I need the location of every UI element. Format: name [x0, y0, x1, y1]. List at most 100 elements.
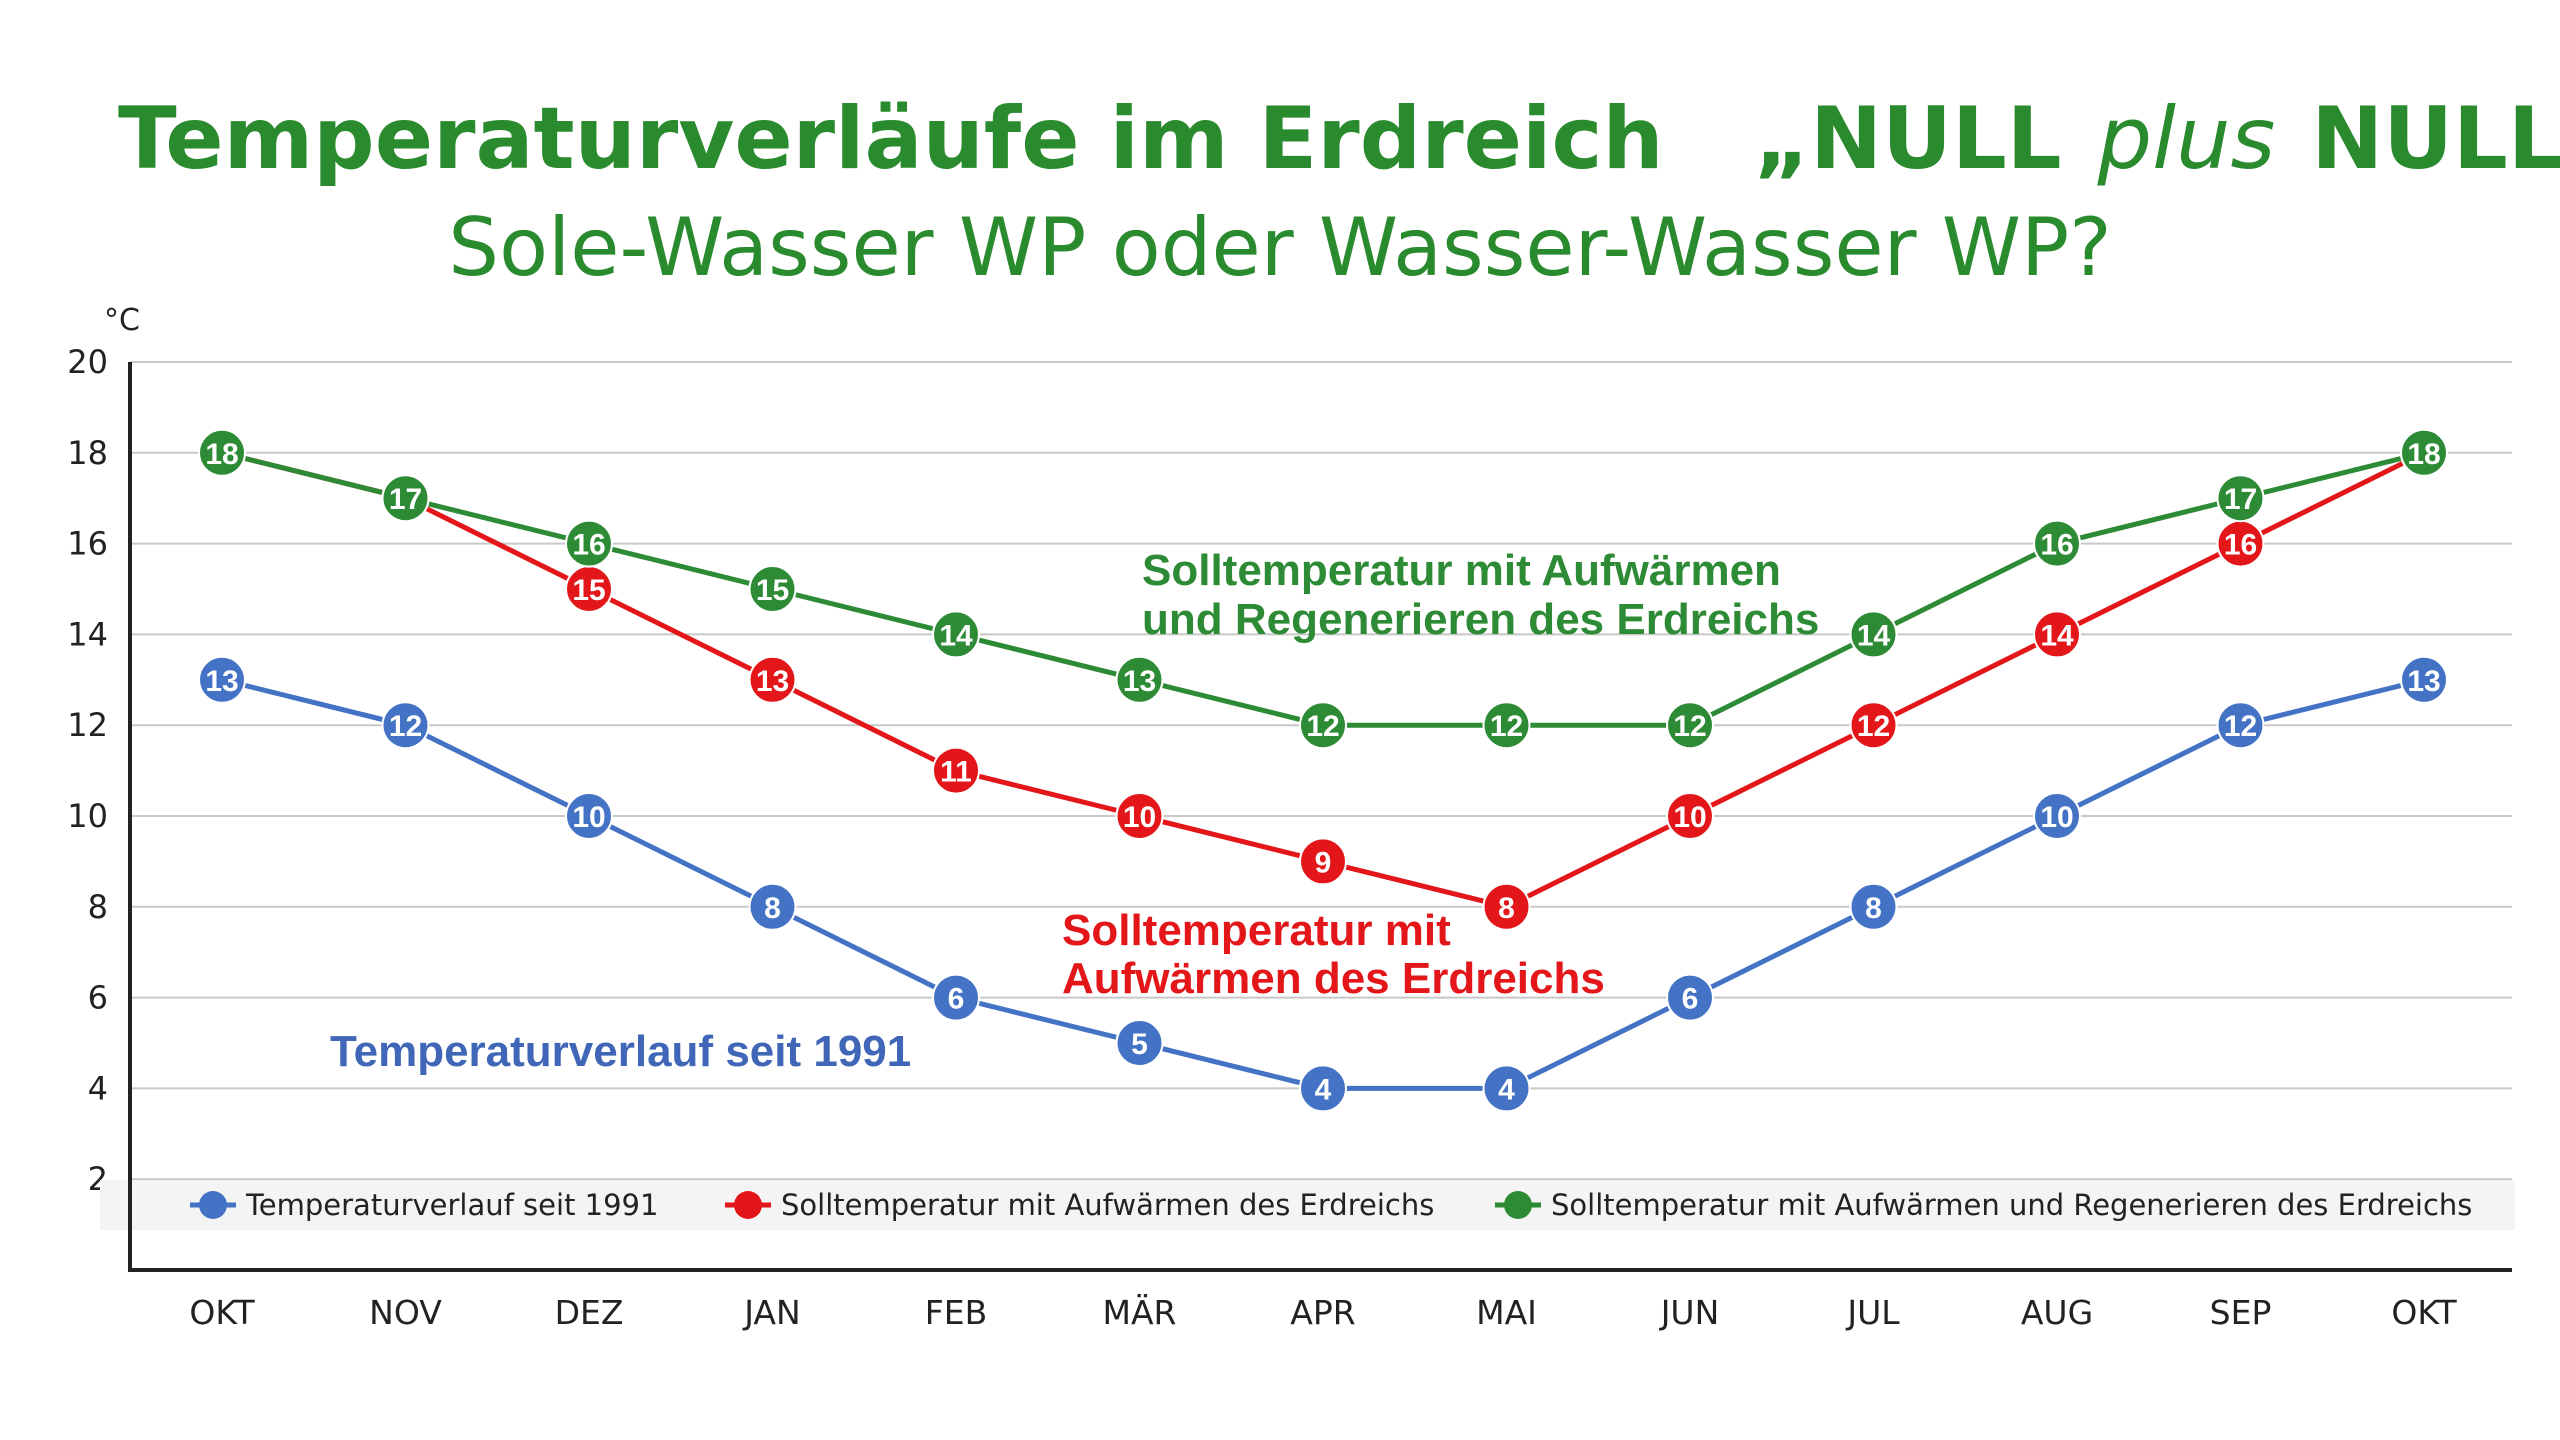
point-label-1-3: 13 — [756, 665, 789, 698]
legend-item-2: Solltemperatur mit Aufwärmen und Regener… — [1495, 1188, 2472, 1222]
x-tick-1: NOV — [369, 1293, 442, 1332]
point-label-2-12: 18 — [2407, 438, 2440, 471]
x-tick-11: SEP — [2210, 1293, 2272, 1332]
y-unit-label: °C — [104, 303, 140, 338]
legend: Temperaturverlauf seit 1991 Solltemperatu… — [190, 1188, 2472, 1222]
point-0-2 — [565, 792, 613, 840]
point-label-0-9: 8 — [1865, 892, 1882, 925]
annotation-red: Solltemperatur mit Aufwärmen des Erdreic… — [1062, 906, 1605, 1003]
point-2-11 — [2216, 474, 2265, 523]
point-label-0-12: 13 — [2407, 665, 2440, 698]
point-0-3 — [748, 882, 797, 931]
point-0-4 — [932, 973, 980, 1022]
x-tick-7: MAI — [1476, 1293, 1537, 1332]
y-tick-14: 14 — [67, 615, 108, 653]
annotation-red-line2: Aufwärmen des Erdreichs — [1062, 954, 1605, 1003]
point-label-0-8: 6 — [1682, 983, 1699, 1016]
y-tick-16: 16 — [67, 525, 108, 563]
point-2-10 — [2033, 519, 2081, 568]
point-2-0 — [198, 428, 246, 477]
x-tick-6: APR — [1290, 1293, 1355, 1332]
point-1-4 — [932, 746, 980, 795]
series-points-0: 13 12 10 8 6 5 4 4 6 8 10 12 13 — [198, 655, 2448, 1113]
point-1-8 — [1666, 792, 1714, 840]
point-label-1-9: 12 — [1857, 710, 1890, 743]
title-brand-close: NULL“ — [2311, 89, 2560, 189]
point-1-9 — [1849, 701, 1898, 750]
point-label-0-5: 5 — [1131, 1028, 1148, 1061]
point-0-10 — [2033, 792, 2081, 840]
point-1-6 — [1299, 837, 1347, 886]
point-0-1 — [381, 701, 430, 750]
legend-marker-1 — [734, 1191, 762, 1219]
point-label-2-7: 12 — [1490, 710, 1523, 743]
series-layer: 1312108654468101213181715131110981012141… — [198, 428, 2448, 1113]
point-1-5 — [1115, 792, 1164, 840]
title-brand-plus: plus — [2097, 89, 2276, 189]
legend-background — [100, 1180, 2515, 1230]
legend-label-2: Solltemperatur mit Aufwärmen und Regener… — [1551, 1188, 2472, 1222]
point-label-0-4: 6 — [948, 983, 965, 1016]
title-main: Temperaturverläufe im Erdreich — [118, 89, 1664, 189]
legend-label-0: Temperaturverlauf seit 1991 — [245, 1188, 658, 1222]
point-label-2-1: 17 — [389, 483, 422, 516]
annotation-green-line1: Solltemperatur mit Aufwärmen — [1142, 546, 1781, 595]
title-brand-open: „NULL — [1754, 89, 2062, 189]
y-tick-8: 8 — [88, 888, 108, 926]
point-label-1-5: 10 — [1123, 801, 1156, 834]
point-2-3 — [748, 565, 797, 613]
point-label-1-2: 15 — [572, 574, 605, 607]
point-2-12 — [2400, 428, 2448, 477]
point-label-0-3: 8 — [764, 892, 781, 925]
point-0-6 — [1299, 1064, 1347, 1113]
point-label-2-3: 15 — [756, 574, 789, 607]
point-label-1-7: 8 — [1498, 892, 1515, 925]
series-points-1: 18 17 15 13 11 10 9 8 10 12 14 16 18 — [198, 428, 2448, 931]
point-1-3 — [748, 655, 797, 704]
point-2-9 — [1849, 610, 1898, 659]
point-2-8 — [1666, 701, 1714, 750]
point-1-10 — [2033, 610, 2081, 659]
x-tick-3: JAN — [742, 1293, 800, 1332]
point-label-0-1: 12 — [389, 710, 422, 743]
x-tick-labels: OKT NOV DEZ JAN FEB MÄR APR MAI JUN JUL AUG SEP OKT — [189, 1293, 2457, 1332]
annotation-blue: Temperaturverlauf seit 1991 — [330, 1027, 911, 1076]
legend-marker-0 — [199, 1191, 227, 1219]
point-label-0-2: 10 — [572, 801, 605, 834]
y-tick-6: 6 — [88, 979, 108, 1017]
point-label-2-5: 13 — [1123, 665, 1156, 698]
chart-title: Temperaturverläufe im Erdreich „NULL plu… — [118, 89, 2560, 189]
x-tick-12: OKT — [2391, 1293, 2457, 1332]
point-label-1-8: 10 — [1673, 801, 1706, 834]
point-label-0-11: 12 — [2224, 710, 2257, 743]
point-label-2-11: 17 — [2224, 483, 2257, 516]
y-tick-12: 12 — [67, 706, 108, 744]
y-tick-18: 18 — [67, 434, 108, 472]
chart-subtitle: Sole-Wasser WP oder Wasser-Wasser WP? — [448, 201, 2111, 294]
y-tick-10: 10 — [67, 797, 108, 835]
legend-label-1: Solltemperatur mit Aufwärmen des Erdreic… — [781, 1188, 1434, 1222]
legend-marker-2 — [1504, 1191, 1532, 1219]
point-2-1 — [381, 474, 430, 523]
point-label-1-4: 11 — [940, 756, 972, 789]
legend-item-0: Temperaturverlauf seit 1991 — [190, 1188, 658, 1222]
x-tick-8: JUN — [1659, 1293, 1720, 1332]
point-label-2-9: 14 — [1857, 619, 1891, 652]
point-label-2-0: 18 — [205, 438, 238, 471]
annotation-green: Solltemperatur mit Aufwärmen und Regener… — [1142, 546, 1819, 644]
point-label-0-0: 13 — [205, 665, 238, 698]
point-1-7 — [1482, 882, 1531, 931]
x-tick-5: MÄR — [1103, 1293, 1177, 1332]
x-tick-9: JUL — [1845, 1293, 1900, 1332]
x-tick-4: FEB — [925, 1293, 987, 1332]
point-label-0-6: 4 — [1315, 1073, 1332, 1106]
point-0-8 — [1666, 973, 1714, 1022]
point-label-2-6: 12 — [1306, 710, 1339, 743]
point-2-6 — [1299, 701, 1347, 750]
point-label-2-4: 14 — [939, 619, 973, 652]
point-label-2-8: 12 — [1673, 710, 1706, 743]
legend-item-1: Solltemperatur mit Aufwärmen des Erdreic… — [725, 1188, 1434, 1222]
point-0-0 — [198, 655, 246, 704]
